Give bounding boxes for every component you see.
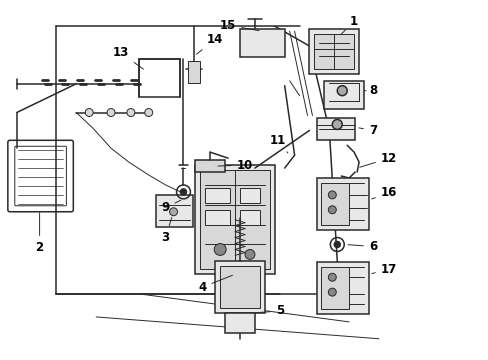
Circle shape bbox=[127, 109, 135, 117]
Bar bbox=[324, 81, 364, 109]
Bar bbox=[205, 210, 230, 225]
Circle shape bbox=[144, 109, 152, 117]
Circle shape bbox=[107, 109, 115, 117]
Text: 2: 2 bbox=[36, 212, 43, 254]
Text: 16: 16 bbox=[371, 186, 396, 199]
Text: 13: 13 bbox=[113, 46, 143, 69]
Circle shape bbox=[327, 206, 336, 214]
Bar bbox=[215, 261, 264, 313]
Circle shape bbox=[334, 242, 340, 247]
Bar bbox=[205, 188, 230, 203]
Circle shape bbox=[337, 86, 346, 96]
Bar bbox=[309, 29, 358, 74]
Text: 6: 6 bbox=[347, 240, 376, 253]
Text: 10: 10 bbox=[218, 159, 253, 172]
Bar bbox=[224, 313, 254, 333]
Text: 11: 11 bbox=[269, 134, 287, 153]
Bar bbox=[155, 195, 193, 227]
Text: 5: 5 bbox=[255, 305, 283, 318]
Bar bbox=[240, 29, 284, 57]
Circle shape bbox=[327, 191, 336, 199]
Circle shape bbox=[244, 249, 254, 260]
Bar bbox=[240, 188, 259, 203]
Text: 7: 7 bbox=[358, 124, 376, 137]
Bar bbox=[321, 267, 348, 309]
Text: 15: 15 bbox=[220, 19, 259, 32]
Text: 12: 12 bbox=[359, 152, 396, 167]
Polygon shape bbox=[195, 160, 224, 172]
Circle shape bbox=[327, 288, 336, 296]
Bar bbox=[317, 178, 368, 230]
Text: 17: 17 bbox=[371, 263, 396, 276]
Bar bbox=[195, 165, 274, 274]
Text: 14: 14 bbox=[196, 33, 223, 54]
Circle shape bbox=[214, 243, 225, 255]
Circle shape bbox=[327, 273, 336, 281]
Bar bbox=[317, 262, 368, 314]
Text: 3: 3 bbox=[161, 217, 171, 244]
Text: 1: 1 bbox=[341, 15, 358, 34]
Circle shape bbox=[332, 120, 342, 129]
Bar bbox=[240, 210, 259, 225]
Bar bbox=[321, 183, 348, 225]
Text: 9: 9 bbox=[161, 200, 181, 214]
Bar bbox=[314, 34, 353, 69]
Bar bbox=[188, 61, 200, 83]
Bar bbox=[139, 59, 180, 96]
Circle shape bbox=[85, 109, 93, 117]
Circle shape bbox=[180, 189, 186, 195]
Bar bbox=[317, 118, 354, 140]
Circle shape bbox=[169, 208, 177, 216]
Bar bbox=[200, 170, 269, 269]
Text: 4: 4 bbox=[198, 275, 232, 294]
Bar bbox=[220, 266, 259, 308]
Text: 8: 8 bbox=[364, 84, 376, 97]
